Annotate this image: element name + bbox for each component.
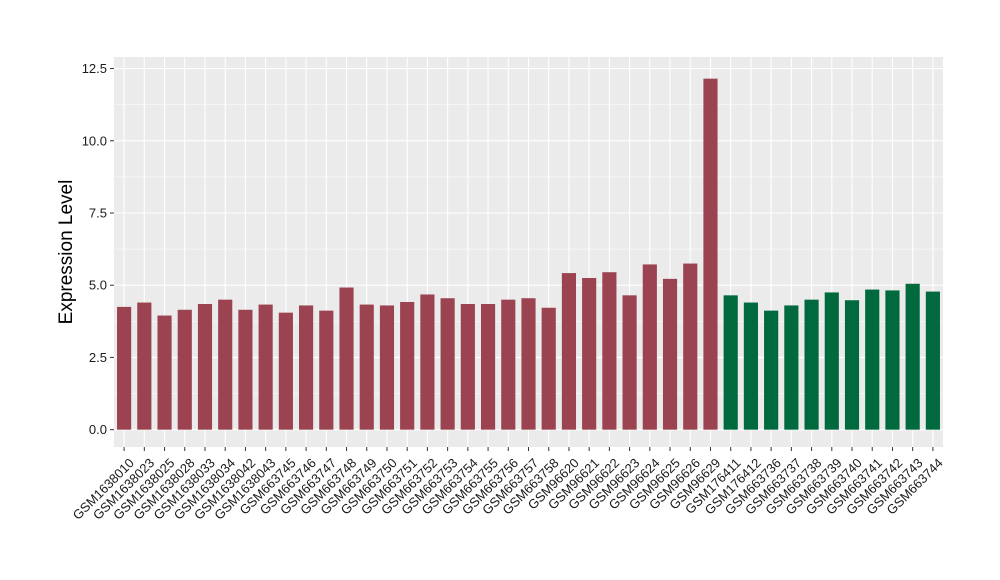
bar-gsm96623 xyxy=(622,295,637,430)
y-tick-label: 0.0 xyxy=(89,422,107,437)
bar-gsm663736 xyxy=(764,310,779,430)
y-axis: 0.0 2.5 5.0 7.5 10.0 12.5 xyxy=(82,61,114,437)
bar-gsm1638034 xyxy=(218,299,233,430)
bar-gsm176412 xyxy=(743,302,758,430)
bar-gsm1638042 xyxy=(238,309,253,430)
y-axis-title: Expression Level xyxy=(56,180,77,325)
bar-gsm96624 xyxy=(642,264,657,430)
bar-gsm96629 xyxy=(703,78,718,430)
bar-gsm96621 xyxy=(582,278,597,430)
bar-gsm663746 xyxy=(299,305,314,430)
bar-gsm1638010 xyxy=(117,306,132,430)
bar-gsm1638028 xyxy=(177,309,192,430)
bar-gsm663749 xyxy=(359,304,374,430)
bar-gsm663744 xyxy=(925,291,940,430)
bar-gsm663743 xyxy=(905,283,920,430)
bar-gsm96622 xyxy=(602,272,617,430)
bar-gsm663737 xyxy=(784,305,799,430)
y-tick-label: 10.0 xyxy=(82,133,107,148)
y-tick-label: 7.5 xyxy=(89,206,107,221)
bar-gsm96625 xyxy=(662,278,678,430)
y-tick-label: 12.5 xyxy=(82,61,107,76)
bar-gsm663740 xyxy=(844,300,860,430)
bar-gsm663755 xyxy=(480,304,496,430)
bar-gsm663750 xyxy=(379,305,395,430)
bar-gsm1638043 xyxy=(258,304,273,430)
bar-gsm1638023 xyxy=(137,302,152,430)
x-axis: GSM1638010GSM1638023GSM1638025GSM1638028… xyxy=(70,447,946,523)
y-tick-label: 2.5 xyxy=(89,350,107,365)
bar-gsm96620 xyxy=(561,273,577,430)
bar-gsm663739 xyxy=(824,292,839,430)
bar-gsm663752 xyxy=(420,294,435,430)
bar-gsm663742 xyxy=(885,290,900,430)
bar-gsm663757 xyxy=(521,298,536,430)
bar-gsm1638025 xyxy=(157,315,172,430)
bar-gsm663751 xyxy=(400,301,415,430)
bar-gsm663738 xyxy=(804,299,819,430)
bar-gsm663748 xyxy=(339,287,354,430)
bar-gsm96626 xyxy=(683,263,698,430)
bars xyxy=(117,78,940,430)
bar-gsm663741 xyxy=(865,289,880,430)
bar-gsm663747 xyxy=(319,310,334,430)
bar-gsm663754 xyxy=(460,304,475,430)
bar-gsm663745 xyxy=(278,312,293,430)
bar-gsm176411 xyxy=(723,295,738,430)
bar-gsm663758 xyxy=(541,307,556,430)
bar-gsm663753 xyxy=(440,298,455,430)
bar-gsm663756 xyxy=(501,299,516,430)
y-tick-label: 5.0 xyxy=(89,278,107,293)
bar-gsm1638033 xyxy=(197,304,213,430)
